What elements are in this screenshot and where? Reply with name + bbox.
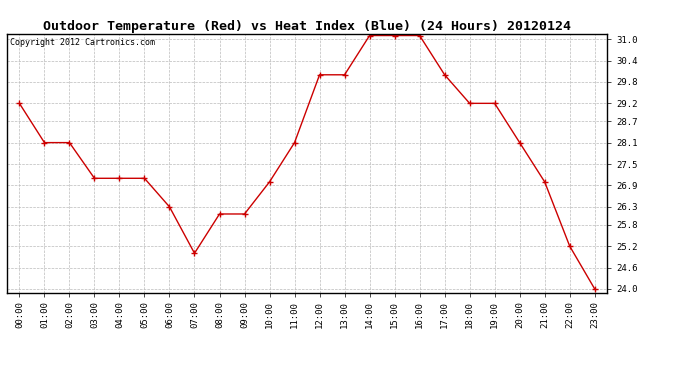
Title: Outdoor Temperature (Red) vs Heat Index (Blue) (24 Hours) 20120124: Outdoor Temperature (Red) vs Heat Index …	[43, 20, 571, 33]
Text: Copyright 2012 Cartronics.com: Copyright 2012 Cartronics.com	[10, 38, 155, 46]
